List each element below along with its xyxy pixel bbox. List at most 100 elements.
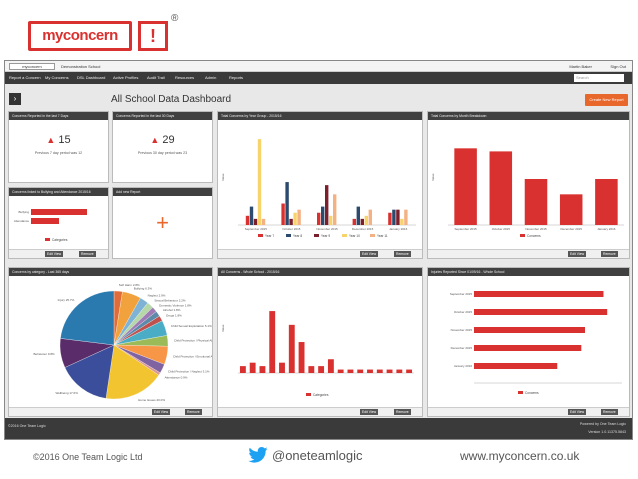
- panel-title: Concerns by category - Last 365 days: [9, 268, 212, 276]
- injuries-chart: September 2015 October 2015 November 2015 D…: [450, 291, 622, 395]
- remove-button[interactable]: Remove: [185, 409, 202, 415]
- page-title: All School Data Dashboard: [111, 94, 232, 105]
- bar: [259, 366, 266, 373]
- legend-label: Categories: [313, 393, 329, 397]
- x-tick-label: November 2015: [316, 227, 338, 231]
- bar: [474, 363, 558, 369]
- bar-label: Bullying: [18, 210, 29, 214]
- nav-my-concerns[interactable]: My Concerns: [45, 75, 69, 80]
- screen-footer: ©2016 One Team Logic Powered by One Team…: [5, 418, 632, 439]
- user-name[interactable]: Martin Baker: [569, 64, 592, 69]
- logo-word: myconcern: [28, 21, 132, 51]
- panel-title: Injuries Reported Since 01/09/16 - Whole…: [428, 268, 629, 276]
- signout-link[interactable]: Sign Out: [610, 64, 626, 69]
- nav-resources[interactable]: Resources: [175, 75, 195, 80]
- bar: [281, 203, 285, 225]
- remove-button[interactable]: Remove: [394, 409, 411, 415]
- legend-label: Categories: [52, 238, 68, 242]
- remove-button[interactable]: Remove: [79, 251, 96, 257]
- bar: [249, 206, 254, 225]
- bar: [524, 179, 548, 225]
- bar: [364, 215, 368, 225]
- create-report-button[interactable]: Create New Report: [585, 94, 628, 106]
- pie-label: Home Issues 20.0%: [138, 398, 165, 402]
- twitter-handle[interactable]: @oneteamlogic: [248, 447, 363, 463]
- bar: [396, 209, 400, 225]
- pie-label: Injury 25.7%: [58, 298, 75, 302]
- legend-swatch: [370, 234, 375, 237]
- edit-view-button[interactable]: Edit View: [568, 251, 587, 257]
- pie-slice: [105, 344, 159, 400]
- legend-swatch: [306, 393, 311, 396]
- year-group-chart: Value September 2015 October 2015 November …: [221, 139, 416, 238]
- bar: [269, 311, 276, 373]
- nav-report-concern[interactable]: Report a Concern: [9, 75, 41, 80]
- bar: [367, 369, 373, 373]
- edit-view-button[interactable]: Edit View: [360, 251, 379, 257]
- bar: [31, 218, 59, 224]
- pie-label: Neglect 2.9%: [148, 293, 166, 297]
- bar: [474, 291, 604, 297]
- app-screenshot: myconcern Demonstration School Martin Ba…: [4, 60, 633, 440]
- kpi-subtext: Previous 30 day period was 23: [137, 151, 188, 155]
- bar: [388, 212, 392, 225]
- pie-label: Child Protection / Neglect 3.1%: [168, 369, 210, 373]
- pie-slice: [60, 290, 115, 346]
- edit-view-button[interactable]: Edit View: [568, 409, 587, 415]
- pie-label: Sexual Behaviour 2.2%: [154, 299, 186, 303]
- twitter-bird-icon: [248, 447, 268, 463]
- bar: [293, 212, 297, 225]
- bar: [347, 369, 354, 373]
- x-tick-label: October 2015: [492, 227, 511, 231]
- y-axis-label: Value: [431, 173, 435, 181]
- twitter-text[interactable]: @oneteamlogic: [272, 448, 363, 463]
- nav-active-profiles[interactable]: Active Profiles: [113, 75, 139, 80]
- panel-add-new-report[interactable]: Add new Report +: [112, 187, 213, 259]
- remove-button[interactable]: Remove: [601, 409, 618, 415]
- edit-view-button[interactable]: Edit View: [360, 409, 379, 415]
- bar: [396, 369, 403, 373]
- legend-swatch: [286, 234, 291, 237]
- bar: [288, 324, 295, 373]
- brand-logo: myconcern ! ®: [28, 13, 178, 57]
- nav-audit-trail[interactable]: Audit Trail: [147, 75, 165, 80]
- bar: [400, 218, 404, 225]
- plus-icon[interactable]: +: [156, 210, 169, 235]
- bar: [392, 209, 396, 225]
- bar-label: September 2015: [450, 292, 473, 296]
- x-tick-label: December 2015: [561, 227, 583, 231]
- bar: [297, 209, 301, 225]
- panel-whole-school: All Concerns - Whole School - 2015/16 Va…: [217, 267, 423, 417]
- bar: [595, 179, 618, 225]
- bar: [261, 218, 266, 225]
- edit-view-button[interactable]: Edit View: [45, 251, 64, 257]
- remove-button[interactable]: Remove: [394, 251, 411, 257]
- whole-school-chart: Value Categories: [221, 311, 414, 397]
- x-tick-label: January 2016: [389, 227, 408, 231]
- school-name: Demonstration School: [61, 64, 101, 69]
- bar: [325, 185, 329, 225]
- month-chart: Value September 2015 October 2015 November …: [431, 148, 624, 238]
- website-link[interactable]: www.myconcern.co.uk: [460, 449, 580, 463]
- bar: [360, 218, 364, 225]
- panel-footer: Edit View Remove: [428, 407, 629, 416]
- pie-label: Child Protection / Physical Abuse 3.6%: [174, 338, 213, 342]
- pie-label: Behaviour 9.8%: [34, 352, 56, 356]
- bar-label: December 2015: [451, 346, 473, 350]
- edit-view-button[interactable]: Edit View: [152, 409, 171, 415]
- kpi-subtext: Previous 7 day period was 12: [34, 151, 83, 155]
- y-axis-label: Value: [221, 324, 225, 332]
- nav-admin[interactable]: Admin: [205, 75, 217, 80]
- bar-label: January 2016: [454, 364, 473, 368]
- bar: [474, 345, 582, 351]
- bar: [474, 327, 585, 333]
- legend-swatch: [518, 391, 523, 394]
- remove-button[interactable]: Remove: [601, 251, 618, 257]
- sidebar-toggle-button[interactable]: ›: [9, 93, 21, 105]
- nav-dsl-dashboard[interactable]: DSL Dashboard: [77, 75, 106, 80]
- pie-label: Wellbeing 17.6%: [55, 391, 78, 395]
- panel-footer: Edit View Remove: [218, 407, 422, 416]
- nav-reports[interactable]: Reports: [229, 75, 244, 80]
- app-logo[interactable]: myconcern: [9, 63, 55, 70]
- search-input[interactable]: Search: [574, 74, 624, 82]
